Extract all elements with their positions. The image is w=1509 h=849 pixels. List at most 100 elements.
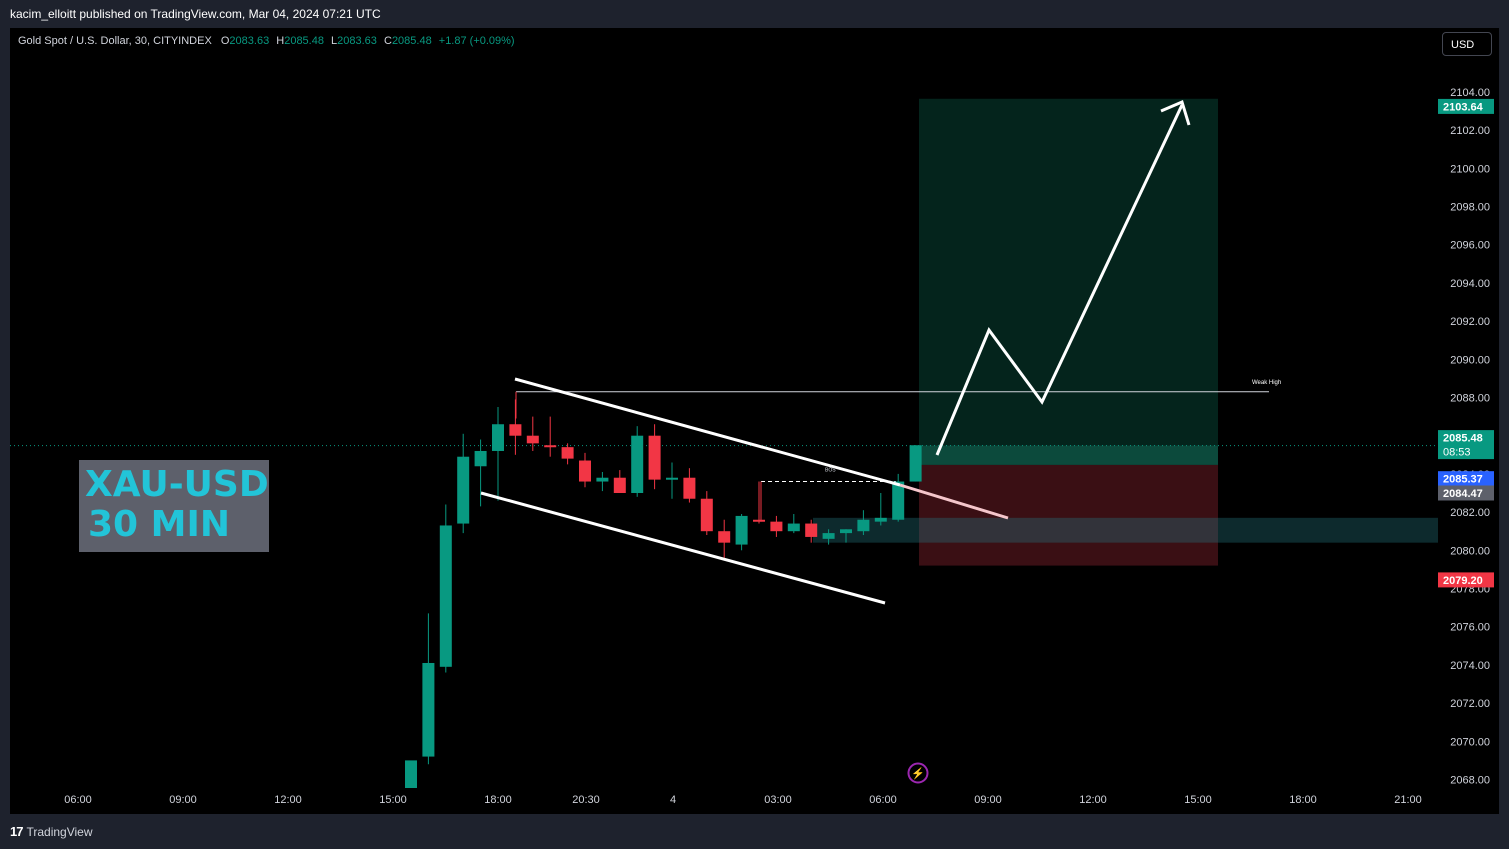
price-badge: 2103.64 <box>1443 101 1484 113</box>
time-tick: 09:00 <box>169 794 197 806</box>
time-tick: 20:30 <box>572 794 600 806</box>
candle-body <box>683 477 696 499</box>
price-tick: 2076.00 <box>1450 622 1490 634</box>
time-tick: 06:00 <box>64 794 92 806</box>
candle-body <box>787 523 800 532</box>
high-value: 2085.48 <box>284 35 324 47</box>
close-value: 2085.48 <box>391 35 432 47</box>
price-tick: 2104.00 <box>1450 87 1490 99</box>
projection-arrowhead <box>1160 99 1191 126</box>
candle-body <box>648 435 661 480</box>
candle-body <box>422 662 435 757</box>
candle-body <box>700 498 713 532</box>
projection-arrow <box>935 104 1184 456</box>
candle-body <box>613 477 626 493</box>
price-tick: 2082.00 <box>1450 507 1490 519</box>
candle-body <box>822 533 835 539</box>
time-tick: 12:00 <box>1079 794 1107 806</box>
demand-zone <box>813 517 1438 543</box>
candle-body <box>840 529 852 534</box>
price-tick: 2074.00 <box>1450 660 1490 672</box>
weak-high-label: Weak High <box>1252 380 1281 386</box>
time-axis <box>10 788 1499 814</box>
open-label: O <box>220 35 230 47</box>
time-tick: 15:00 <box>379 794 407 806</box>
price-badge-bg <box>1438 98 1494 114</box>
candle-body <box>457 456 470 524</box>
candle-body <box>492 424 504 451</box>
symbol-legend: Gold Spot / U.S. Dollar, 30, CITYINDEX O… <box>18 35 515 47</box>
time-tick: 06:00 <box>869 794 897 806</box>
watermark-timeframe: 30 MIN <box>88 504 230 545</box>
watermark-symbol: XAU-USD <box>85 464 269 505</box>
price-tick: 2092.00 <box>1450 316 1490 328</box>
symbol-name: Gold Spot / U.S. Dollar, 30, CITYINDEX <box>18 35 212 47</box>
bos-label: BOS <box>825 468 836 474</box>
currency-button[interactable]: USD <box>1442 32 1492 56</box>
candle-body <box>857 519 870 532</box>
lightning-icon <box>907 762 929 784</box>
bottom-bar: 17 TradingView <box>0 814 1509 849</box>
channel-upper-extension <box>899 483 1009 520</box>
stop-zone <box>919 464 1218 566</box>
publisher-line: kacim_elloitt published on TradingView.c… <box>10 7 381 21</box>
time-tick: 4 <box>670 794 676 806</box>
candle-body <box>735 515 748 545</box>
candle-body <box>509 424 522 436</box>
open-profit-zone <box>919 445 1218 465</box>
candle-body <box>439 525 452 667</box>
time-tick: 15:00 <box>1184 794 1212 806</box>
lightning-glyph: ⚡ <box>911 767 925 780</box>
candle-body <box>561 447 574 459</box>
candle-body <box>579 460 591 482</box>
target-zone <box>919 98 1218 465</box>
price-badge-bg <box>1438 572 1494 588</box>
price-tick: 2102.00 <box>1450 125 1490 137</box>
price-tick: 2080.00 <box>1450 545 1490 557</box>
high-label: H <box>276 35 285 47</box>
candle-body <box>666 477 678 480</box>
time-tick: 12:00 <box>274 794 302 806</box>
countdown-timer: 08:53 <box>1443 447 1471 459</box>
candle-body <box>474 450 487 467</box>
candle-body <box>631 435 644 493</box>
top-bar: kacim_elloitt published on TradingView.c… <box>0 0 1509 28</box>
candle-body <box>892 481 905 520</box>
channel-lower-line <box>480 491 886 605</box>
price-tick: 2100.00 <box>1450 163 1490 175</box>
candle-body <box>770 521 783 532</box>
price-tick: 2098.00 <box>1450 202 1490 214</box>
time-tick: 21:00 <box>1394 794 1422 806</box>
chart-pane[interactable]: Weak High BOS 2068.00 2070.00 2072.00 2074.00… <box>10 28 1499 814</box>
price-tick: 2088.00 <box>1450 393 1490 405</box>
candle-body <box>805 523 818 537</box>
candle-body <box>909 445 922 482</box>
price-badge-bg <box>1438 485 1494 501</box>
current-price-badge-bg <box>1438 430 1494 460</box>
price-axis <box>1438 28 1499 814</box>
price-tick: 2094.00 <box>1450 278 1490 290</box>
time-tick: 18:00 <box>1289 794 1317 806</box>
candle-body <box>544 445 557 448</box>
price-tick: 2090.00 <box>1450 354 1490 366</box>
price-badge: 2085.37 <box>1443 474 1483 486</box>
close-label: C <box>383 35 392 47</box>
price-badge-bg <box>1438 471 1494 487</box>
change-value: +1.87 (+0.09%) <box>438 35 515 47</box>
candle-body <box>753 519 765 522</box>
price-badge: 2084.47 <box>1443 488 1483 500</box>
tradingview-logo[interactable]: 17 TradingView <box>10 824 93 839</box>
candle-body <box>526 435 539 444</box>
time-tick: 03:00 <box>764 794 792 806</box>
time-tick: 09:00 <box>974 794 1002 806</box>
candle-body <box>596 477 609 482</box>
symbol-watermark: XAU-USD 30 MIN <box>79 460 269 552</box>
open-value: 2083.63 <box>229 35 270 47</box>
low-value: 2083.63 <box>337 35 377 47</box>
channel-upper-line <box>514 377 901 487</box>
low-label: L <box>331 35 338 47</box>
price-chart[interactable]: Weak High BOS 2068.00 2070.00 2072.00 2074.00… <box>10 28 1499 814</box>
candle-body <box>874 517 887 522</box>
candle-body <box>405 760 417 791</box>
price-tick: 2068.00 <box>1450 775 1490 787</box>
